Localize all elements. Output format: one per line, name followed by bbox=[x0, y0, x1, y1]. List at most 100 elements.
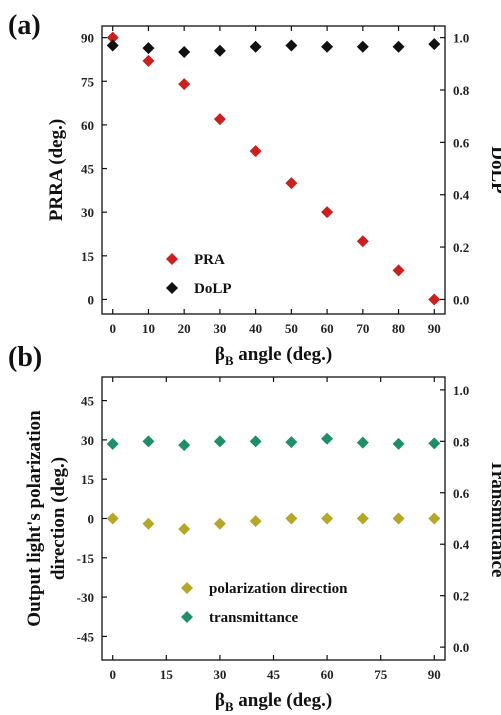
x-tick-label: 30 bbox=[213, 667, 226, 682]
x-tick-label: 45 bbox=[267, 667, 281, 682]
data-point bbox=[392, 264, 405, 277]
data-point bbox=[249, 40, 262, 53]
y-left-axis-title: PRRA (deg.) bbox=[46, 119, 67, 221]
data-point bbox=[106, 437, 119, 450]
legend: polarization direction transmittance bbox=[181, 581, 348, 626]
x-tick-label: 10 bbox=[142, 321, 155, 336]
y-right-tick-label: 0.4 bbox=[453, 188, 470, 203]
data-point bbox=[392, 40, 405, 53]
y-left-tick-label: 15 bbox=[81, 249, 95, 264]
data-point bbox=[213, 517, 226, 530]
y-left-tick-label: 30 bbox=[81, 205, 94, 220]
data-point bbox=[321, 512, 334, 525]
y-right-tick-label: 0.6 bbox=[453, 135, 470, 150]
y-left-axis-title-line-2: direction (deg.) bbox=[48, 457, 69, 580]
y-right-tick-label: 0.2 bbox=[453, 589, 469, 604]
x-axis-title-subscript: B bbox=[225, 353, 234, 368]
y-left-tick-label: 0 bbox=[88, 292, 95, 307]
x-tick-label: 60 bbox=[321, 667, 334, 682]
x-tick-label: 75 bbox=[374, 667, 388, 682]
x-tick-label: 70 bbox=[356, 321, 369, 336]
legend-marker bbox=[181, 582, 193, 594]
data-point bbox=[142, 517, 155, 530]
y-right-axis-title: DoLP bbox=[487, 146, 501, 194]
y-left-axis-title-line-1: Output light's polarization bbox=[24, 410, 45, 627]
data-point bbox=[106, 512, 119, 525]
y-right-axis-title: Transmittance bbox=[487, 460, 501, 578]
y-left-tick-label: 75 bbox=[81, 74, 95, 89]
x-axis-title: βB angle (deg.) bbox=[215, 690, 332, 714]
data-point bbox=[178, 439, 191, 452]
y-left-tick-label: 60 bbox=[81, 118, 94, 133]
series-polarization-direction bbox=[106, 512, 441, 535]
data-point bbox=[213, 44, 226, 57]
x-tick-label: 0 bbox=[109, 321, 116, 336]
data-point bbox=[356, 436, 369, 449]
data-point bbox=[428, 512, 441, 525]
panel-label: (b) bbox=[8, 342, 42, 373]
data-point bbox=[142, 54, 155, 67]
plot-frame bbox=[101, 25, 446, 315]
legend-marker bbox=[166, 282, 178, 294]
x-tick-label: 20 bbox=[178, 321, 191, 336]
y-left-tick-label: 45 bbox=[81, 394, 95, 409]
data-point bbox=[249, 435, 262, 448]
y-right-tick-label: 0.4 bbox=[453, 537, 470, 552]
y-right-tick-label: 0.6 bbox=[453, 486, 470, 501]
y-left-tick-label: -30 bbox=[77, 590, 94, 605]
x-axis-title-symbol: β bbox=[215, 690, 225, 711]
y-left-tick-label: -45 bbox=[77, 629, 95, 644]
y-right-tick-label: 0.8 bbox=[453, 434, 470, 449]
y-right-tick-label: 0.0 bbox=[453, 292, 469, 307]
data-point bbox=[178, 522, 191, 535]
y-left-tick-label: 15 bbox=[81, 472, 95, 487]
panel-b: 0 15 30 45 60 75 90 -45 -30 -15 0 15 30 45 0.0 0.2 0.4 0.… bbox=[8, 342, 501, 714]
x-tick-label: 90 bbox=[428, 667, 441, 682]
x-tick-label: 80 bbox=[392, 321, 405, 336]
data-point bbox=[285, 436, 298, 449]
data-point bbox=[249, 515, 262, 528]
data-point bbox=[142, 435, 155, 448]
legend-label: DoLP bbox=[194, 281, 232, 297]
x-axis-title-subscript: B bbox=[225, 699, 234, 714]
y-left-tick-label: 30 bbox=[81, 433, 94, 448]
legend-label: PRA bbox=[194, 252, 225, 268]
x-axis-title-symbol: β bbox=[215, 344, 225, 365]
x-axis-title-text: angle (deg.) bbox=[234, 690, 333, 711]
data-point bbox=[356, 40, 369, 53]
x-tick-label: 90 bbox=[428, 321, 441, 336]
data-point bbox=[285, 512, 298, 525]
y-left-tick-label: 45 bbox=[81, 162, 95, 177]
series-transmittance bbox=[106, 432, 441, 452]
x-axis-title: βB angle (deg.) bbox=[215, 344, 332, 368]
legend-marker bbox=[166, 253, 178, 265]
series-pra bbox=[106, 31, 441, 306]
x-tick-label: 50 bbox=[285, 321, 298, 336]
panel-a: 0 10 20 30 40 50 60 70 80 90 0 15 30 45 60 75 90 0.0 0.2 0.… bbox=[8, 10, 501, 368]
data-point bbox=[321, 432, 334, 445]
data-point bbox=[321, 40, 334, 53]
x-tick-label: 0 bbox=[109, 667, 116, 682]
y-right-tick-label: 0.0 bbox=[453, 640, 469, 655]
data-point bbox=[178, 46, 191, 59]
data-point bbox=[106, 39, 119, 52]
y-left-tick-label: 90 bbox=[81, 31, 94, 46]
x-tick-label: 60 bbox=[321, 321, 334, 336]
data-point bbox=[428, 437, 441, 450]
data-point bbox=[392, 437, 405, 450]
legend-label: transmittance bbox=[209, 610, 298, 626]
data-point bbox=[321, 206, 334, 219]
y-right-tick-label: 0.8 bbox=[453, 83, 470, 98]
data-point bbox=[428, 293, 441, 306]
legend: PRA DoLP bbox=[166, 252, 232, 297]
y-right-tick-label: 1.0 bbox=[453, 383, 469, 398]
data-point bbox=[213, 435, 226, 448]
data-point bbox=[213, 113, 226, 126]
data-point bbox=[392, 512, 405, 525]
y-right-tick-label: 1.0 bbox=[453, 31, 469, 46]
data-point bbox=[178, 78, 191, 91]
legend-label: polarization direction bbox=[209, 581, 348, 597]
series-dolp bbox=[106, 38, 441, 59]
legend-marker bbox=[181, 611, 193, 623]
